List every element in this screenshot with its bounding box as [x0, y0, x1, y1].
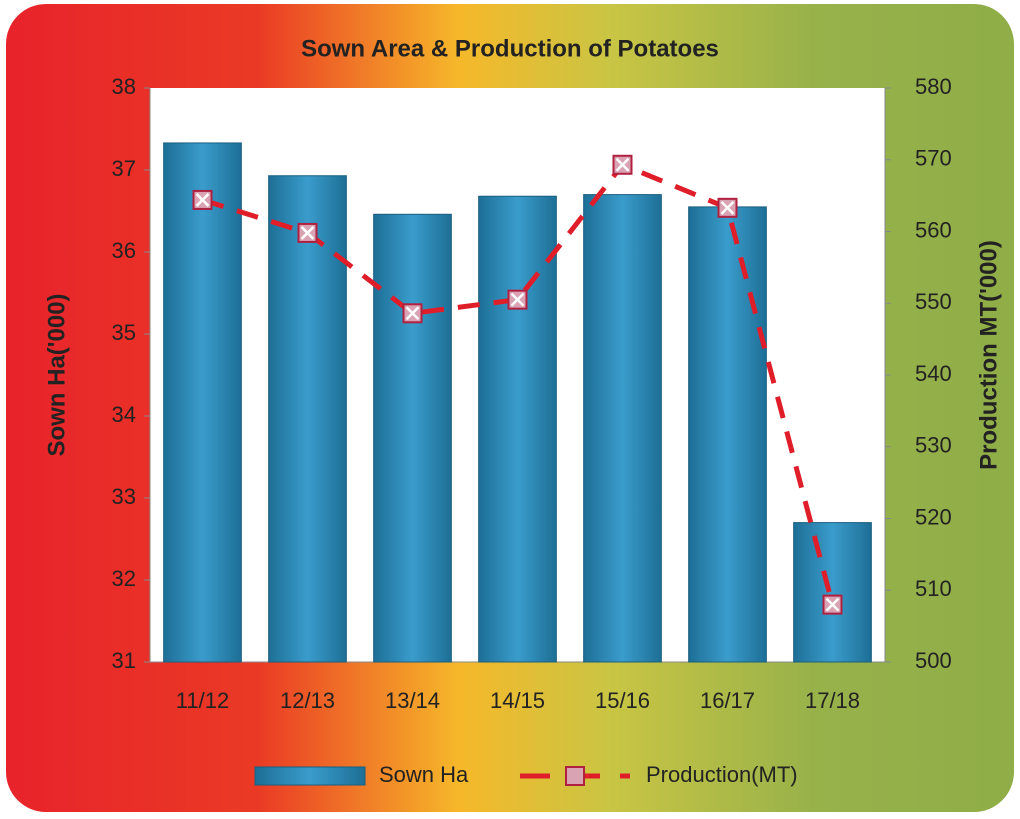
y2-tick-label: 550 — [915, 289, 952, 314]
marker-cross — [405, 306, 420, 321]
marker-cross — [300, 226, 315, 240]
y-axis-title: Sown Ha('000) — [43, 293, 70, 456]
x-tick-label: 12/13 — [280, 688, 335, 713]
y2-tick-label: 570 — [915, 146, 952, 171]
bar — [163, 142, 242, 663]
bar — [583, 194, 662, 663]
marker-cross — [195, 193, 210, 207]
y-tick-label: 31 — [112, 648, 136, 673]
y2-tick-label: 530 — [915, 433, 952, 458]
y-tick-label: 37 — [112, 156, 136, 181]
marker-cross — [825, 597, 840, 612]
bar — [793, 522, 872, 663]
bar — [373, 213, 452, 663]
x-tick-label: 16/17 — [700, 688, 755, 713]
marker-cross — [720, 200, 735, 215]
y-tick-label: 35 — [112, 320, 136, 345]
legend-label: Production(MT) — [646, 762, 798, 787]
legend-label: Sown Ha — [379, 762, 469, 787]
legend-swatch — [254, 766, 366, 786]
x-tick-label: 11/12 — [176, 688, 229, 713]
y2-tick-label: 510 — [915, 576, 952, 601]
y2-tick-label: 500 — [915, 648, 952, 673]
y2-tick-label: 520 — [915, 504, 952, 529]
y-tick-label: 33 — [112, 484, 136, 509]
x-tick-label: 13/14 — [385, 688, 440, 713]
y2-axis-title: Production MT('000) — [975, 240, 1002, 470]
y2-tick-label: 540 — [915, 361, 952, 386]
chart-title: Sown Area & Production of Potatoes — [301, 35, 719, 62]
x-tick-label: 17/18 — [805, 688, 860, 713]
y-tick-label: 38 — [112, 74, 136, 99]
legend-marker — [565, 766, 585, 786]
y-tick-label: 34 — [112, 402, 136, 427]
y-tick-label: 32 — [112, 566, 136, 591]
y2-tick-label: 580 — [915, 74, 952, 99]
bar — [268, 175, 347, 663]
bar — [478, 195, 557, 663]
y-tick-label: 36 — [112, 238, 136, 263]
x-tick-label: 15/16 — [595, 688, 650, 713]
marker-cross — [510, 292, 525, 307]
marker-cross — [615, 157, 630, 172]
bar — [688, 206, 767, 663]
y2-tick-label: 560 — [915, 217, 952, 242]
x-tick-label: 14/15 — [490, 688, 545, 713]
